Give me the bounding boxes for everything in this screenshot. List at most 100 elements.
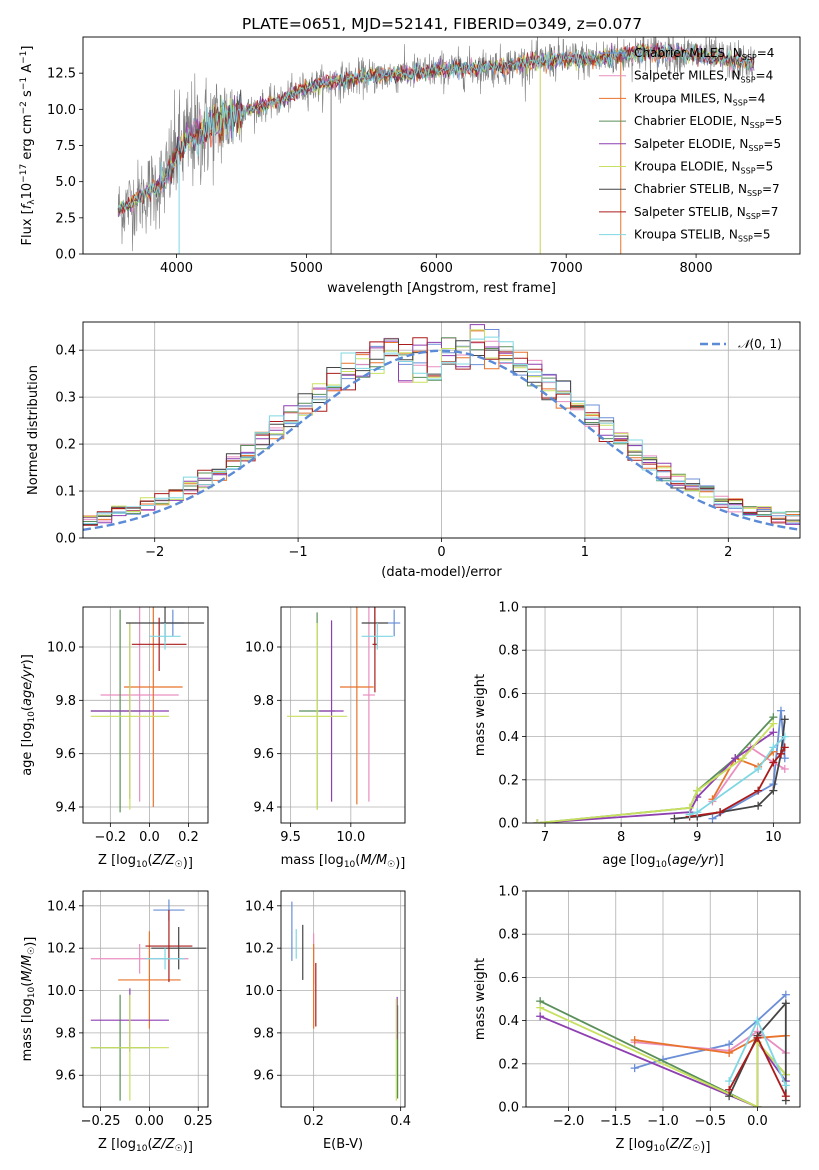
normal-curve-line [83,349,800,531]
mass_vs_ebv-ytick-label: 9.6 [253,1069,274,1084]
massweight_vs_age-point [685,810,694,819]
spectrum-ytick-label: 12.5 [47,67,76,82]
massweight_vs_Z-xtick-label: −0.5 [694,1114,726,1129]
massweight_vs_Z-point [781,1081,790,1090]
spectrum-ytick-label: 7.5 [55,139,76,154]
age_vs_mass-ytick-label: 9.6 [253,747,274,762]
massweight_vs_Z-ytick-label: 1.0 [498,885,519,900]
massweight_vs_age-xtick-label: 10 [765,830,782,845]
age_vs_Z-xtick-label: 0.2 [178,830,199,845]
legend-label: Kroupa ELODIE, NSSP=5 [634,160,773,176]
spectrum-ylabel: Flux [fλ10−17 erg cm−2 s−1 A−1] [19,46,37,246]
spectrum-ytick-label: 5.0 [55,175,76,190]
age_vs_Z-errorbar-kroupa-stelib [149,623,181,650]
massweight_vs_Z-xtick-label: 0.0 [747,1114,768,1129]
mass_vs_Z-frame [82,890,209,1108]
age_vs_mass-ytick-label: 9.8 [253,694,274,709]
massweight_vs_age-point [716,808,725,817]
age_vs_Z-xtick-label: −0.2 [95,830,127,845]
massweight_vs_age-ytick-label: 1.0 [498,601,519,616]
residuals-xtick-label: 2 [724,545,732,560]
age_vs_Z-frame [82,606,209,824]
massweight_vs_age-xtick-label: 8 [617,830,625,845]
mass_vs_Z-errorbar-salpeter-stelib [145,910,193,983]
massweight_vs_age-point [769,758,778,767]
massweight_vs_Z-xlabel: Z [log10(Z/Z☉)] [616,1137,711,1155]
massweight_vs_age-point [780,754,789,763]
massweight_vs_age-point [769,728,778,737]
massweight_vs_age-point [738,754,747,763]
age_vs_mass-errorbar-salpeter-stelib [372,607,378,693]
massweight_vs_Z-ytick-label: 0.0 [498,1101,519,1116]
massweight_vs_Z-ytick-label: 0.6 [498,971,519,986]
massweight_vs_Z-point [753,1033,762,1042]
massweight_vs_Z-point [536,1003,545,1012]
spectrum-ytick-label: 2.5 [55,211,76,226]
legend-label: Chabrier STELIB, NSSP=7 [634,182,780,198]
spectrum-xtick-label: 6000 [420,261,453,276]
mass_vs_Z-errorbar-kroupa-miles [118,931,181,1029]
spectrum-xtick-label: 7000 [550,261,583,276]
legend-label: Chabrier MILES, NSSP=4 [634,46,774,62]
mass_vs_Z-ytick-label: 10.4 [47,899,76,914]
massweight_vs_age-xtick-label: 7 [541,830,549,845]
age_vs_Z-xlabel: Z [log10(Z/Z☉)] [98,853,193,871]
age_vs_Z-axes: −0.2 0.0 0.2 9.4 9.6 9.8 10.0 [47,607,208,845]
massweight_vs_Z-point [753,1103,762,1107]
massweight_vs_age-point [731,754,740,763]
spectrum-ytick-label: 0.0 [55,248,76,263]
spectrum-xlabel: wavelength [Angstrom, rest frame] [327,281,556,296]
legend-label: Kroupa STELIB, NSSP=5 [634,228,771,244]
legend-label: 𝒩(0, 1) [738,337,782,351]
age_vs_Z-ytick-label: 9.6 [55,747,76,762]
mass_vs_ebv-xtick-label: 0.4 [390,1114,411,1129]
residuals-xlabel: (data-model)/error [381,565,502,580]
age_vs_mass-errorbar-kroupa-elodie [287,623,348,810]
spectrum-model-kroupa-stelib [117,44,755,211]
massweight_vs_Z-ytick-label: 0.4 [498,1014,519,1029]
residuals-xtick-label: −1 [289,545,308,560]
age_vs_Z-ytick-label: 9.8 [55,694,76,709]
residuals-ytick-label: 0.0 [55,532,76,547]
age_vs_mass-errorbar-chabrier-miles [388,609,401,637]
massweight_vs_age-point [533,819,542,823]
massweight_vs_age-point [776,706,785,715]
massweight_vs_age-xlabel: age [log10(age/yr)] [602,853,724,870]
massweight_vs_age-point [754,801,763,810]
massweight_vs_age-point [780,765,789,773]
legend-label: Salpeter ELODIE, NSSP=5 [634,137,781,153]
massweight_vs_Z-axes: −2.0 −1.5 −1.0 −0.5 0.0 0.0 0.2 0.4 0.6 0.8 1.0 [498,885,800,1129]
massweight_vs_Z-point [725,1049,734,1057]
legend-label: Salpeter STELIB, NSSP=7 [634,205,778,221]
massweight_vs_Z-series-chabrier-stelib [728,1000,787,1101]
massweight_vs_age-ytick-label: 0.2 [498,773,519,788]
spectrum-xtick-label: 4000 [160,261,193,276]
massweight_vs_age-series-salpeter-stelib [689,746,786,818]
massweight_vs_age-point [693,808,702,817]
massweight_vs_age-ytick-label: 0.0 [498,817,519,832]
spectrum-frame [82,36,801,255]
spectrum-xtick-label: 5000 [290,261,323,276]
residuals-xtick-label: −2 [145,545,164,560]
age_vs_mass-frame [280,606,406,824]
massweight_vs_age-series-kroupa-elodie [537,723,775,823]
mass_vs_Z-xtick-label: −0.25 [81,1114,121,1129]
massweight_vs_age-frame [525,606,801,824]
massweight_vs_Z-series-kroupa-miles [634,1034,786,1054]
massweight_vs_age-ytick-label: 0.4 [498,730,519,745]
legend-label: Kroupa MILES, NSSP=4 [634,91,765,107]
age_vs_mass-xtick-label: 9.5 [280,830,301,845]
mass_vs_Z-ytick-label: 10.2 [47,942,76,957]
massweight_vs_age-ytick-label: 0.6 [498,687,519,702]
massweight_vs_Z-point [753,1016,762,1025]
figure-title: PLATE=0651, MJD=52141, FIBERID=0349, z=0… [242,15,642,33]
mass_vs_ebv-frame [280,890,406,1108]
residuals-frame [82,321,801,539]
mass_vs_Z-ytick-label: 10.0 [47,984,76,999]
age_vs_Z-errorbar-salpeter-miles [100,607,179,802]
mass_vs_ebv-xlabel: E(B-V) [323,1137,363,1152]
age_vs_mass-xlabel: mass [log10(M/M☉)] [281,853,406,871]
mass_vs_Z-ytick-label: 9.6 [55,1069,76,1084]
residuals-ytick-label: 0.2 [55,438,76,453]
massweight_vs_Z-point [781,1092,790,1101]
